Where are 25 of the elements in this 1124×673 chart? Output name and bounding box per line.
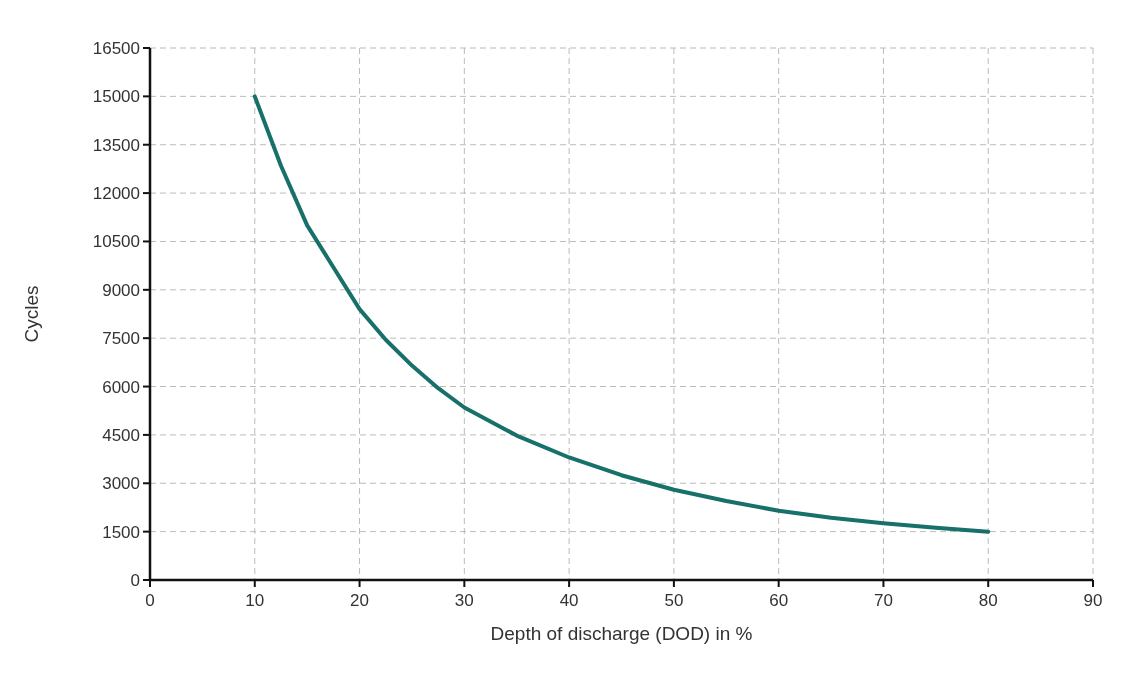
x-tick-label: 40 (559, 591, 579, 610)
x-tick-label: 80 (978, 591, 998, 610)
y-tick-label: 9000 (102, 280, 140, 300)
y-tick-label: 7500 (102, 329, 140, 349)
y-tick-label: 16500 (92, 39, 140, 58)
y-axis-title: Cycles (21, 285, 42, 343)
x-tick-label: 30 (454, 591, 474, 610)
x-tick-label: 20 (350, 591, 370, 610)
x-tick-label: 50 (664, 591, 684, 610)
y-tick-label: 3000 (102, 474, 140, 494)
x-tick-label: 0 (145, 591, 155, 610)
y-tick-label: 10500 (92, 232, 140, 252)
x-tick-label: 70 (873, 591, 893, 610)
y-tick-label: 6000 (102, 377, 140, 397)
line-series (252, 94, 991, 534)
y-tick-label: 1500 (102, 522, 140, 542)
y-tick-label: 15000 (92, 87, 140, 107)
x-axis-title: Depth of discharge (DOD) in % (490, 623, 753, 644)
y-tick-label: 12000 (92, 184, 140, 204)
y-tick-label: 4500 (102, 425, 140, 445)
x-tick-label: 60 (769, 591, 789, 610)
y-tick-label: 13500 (92, 135, 140, 155)
x-tick-label: 90 (1083, 591, 1103, 610)
y-tick-label: 0 (130, 571, 140, 590)
x-tick-label: 10 (245, 591, 265, 610)
